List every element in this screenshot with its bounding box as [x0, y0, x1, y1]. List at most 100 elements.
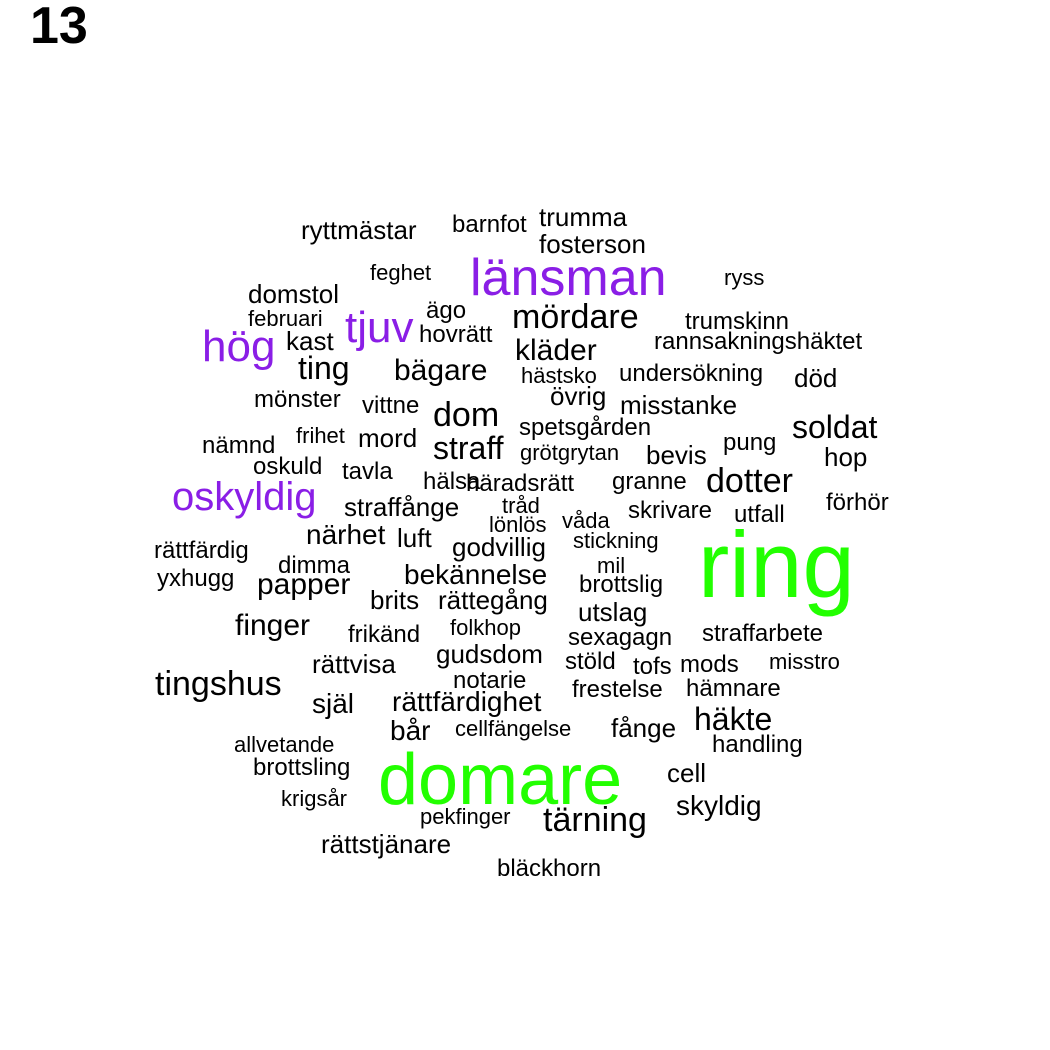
- word-cloud-word: handling: [712, 731, 803, 758]
- word-cloud-word: hög: [202, 322, 276, 371]
- word-cloud-word: misstro: [769, 649, 840, 674]
- word-cloud-word: tärning: [543, 801, 647, 839]
- word-cloud-word: hälsa: [423, 468, 481, 495]
- word-cloud-word: krigsår: [281, 786, 348, 811]
- word-cloud-word: förhör: [826, 489, 889, 516]
- word-cloud-word: papper: [257, 568, 351, 601]
- word-cloud-word: luft: [397, 523, 432, 553]
- word-cloud-word: rättegång: [438, 585, 548, 615]
- word-cloud-word: kläder: [515, 334, 597, 367]
- word-cloud-word: dom: [433, 396, 500, 434]
- word-cloud-word: stickning: [573, 528, 659, 553]
- word-cloud-word: tofs: [633, 653, 672, 680]
- word-cloud-word: cellfängelse: [455, 716, 572, 741]
- word-cloud-word: pekfinger: [420, 804, 511, 829]
- word-cloud-word: hovrätt: [419, 321, 493, 348]
- word-cloud-word: allvetande: [234, 732, 335, 757]
- word-cloud-word: övrig: [550, 381, 607, 411]
- word-cloud-word: yxhugg: [157, 565, 235, 592]
- word-cloud-word: skrivare: [628, 497, 713, 524]
- word-cloud-word: ring: [698, 512, 855, 617]
- word-cloud-word: tråd: [502, 493, 540, 518]
- word-cloud-word: bevis: [646, 440, 707, 470]
- word-cloud-word: brits: [370, 585, 420, 615]
- word-cloud-word: trumskinn: [685, 308, 790, 335]
- word-cloud-word: domare: [378, 740, 623, 820]
- word-cloud-word: mönster: [254, 386, 341, 413]
- word-cloud-word: stöld: [565, 648, 616, 675]
- word-cloud-word: godvillig: [452, 532, 546, 562]
- word-cloud-word: rättstjänare: [321, 829, 452, 859]
- word-cloud-word: lönlös: [489, 512, 547, 537]
- word-cloud-word: trumma: [539, 202, 628, 232]
- word-cloud-word: fosterson: [539, 229, 646, 259]
- word-cloud-word: straff: [433, 430, 504, 466]
- word-cloud-word: gudsdom: [436, 639, 543, 669]
- word-cloud-word: närhet: [306, 519, 386, 550]
- word-cloud-word: häradsrätt: [466, 470, 575, 497]
- word-cloud-word: ting: [298, 350, 350, 386]
- word-cloud-word: bår: [390, 715, 431, 746]
- word-cloud-word: mods: [680, 651, 739, 678]
- word-cloud-word: spetsgården: [519, 414, 652, 441]
- word-cloud-word: mil: [597, 553, 626, 578]
- word-cloud-word: utfall: [734, 501, 785, 528]
- word-cloud-word: folkhop: [450, 615, 521, 640]
- word-cloud-word: länsman: [470, 249, 667, 307]
- word-cloud-word: frestelse: [572, 676, 663, 703]
- word-cloud-word: själ: [312, 688, 355, 719]
- word-cloud-word: utslag: [578, 597, 648, 627]
- word-cloud-word: mord: [358, 423, 418, 453]
- word-cloud-word: domstol: [248, 279, 340, 309]
- word-cloud-word: dimma: [278, 552, 351, 579]
- word-cloud-word: undersökning: [619, 360, 764, 387]
- word-cloud-word: tjuv: [345, 303, 414, 352]
- word-cloud-word: frikänd: [348, 621, 421, 648]
- word-cloud-word: granne: [612, 468, 687, 495]
- word-cloud-word: rättvisa: [312, 649, 396, 679]
- word-cloud-word: skyldig: [676, 790, 762, 821]
- panel-label: 13: [30, 0, 88, 55]
- word-cloud-word: sexagagn: [568, 624, 673, 651]
- word-cloud-word: februari: [248, 306, 323, 331]
- word-cloud-word: tingshus: [155, 665, 282, 703]
- word-cloud-word: cell: [667, 758, 707, 788]
- word-cloud-word: straffånge: [344, 492, 460, 522]
- word-cloud-word: brottsling: [253, 754, 351, 781]
- word-cloud-word: bägare: [394, 354, 488, 387]
- word-cloud-word: kast: [286, 326, 334, 356]
- word-cloud-word: finger: [235, 609, 311, 642]
- word-cloud-word: vittne: [362, 392, 420, 419]
- word-cloud-word: mördare: [512, 298, 639, 336]
- word-cloud-word: tavla: [342, 458, 393, 485]
- word-cloud-word: straffarbete: [702, 620, 823, 647]
- word-cloud-word: våda: [562, 508, 610, 533]
- word-cloud-word: rättfärdig: [154, 537, 249, 564]
- word-cloud-word: bläckhorn: [497, 855, 602, 882]
- word-cloud-word: brottslig: [579, 571, 664, 598]
- word-cloud-word: häkte: [694, 701, 773, 737]
- word-cloud-word: rannsakningshäktet: [654, 328, 863, 355]
- word-cloud-word: rättfärdighet: [392, 686, 542, 717]
- word-cloud-word: feghet: [370, 260, 432, 285]
- word-cloud-word: dotter: [706, 462, 793, 500]
- word-cloud-word: ägo: [426, 297, 467, 324]
- word-cloud-word: ryttmästar: [301, 215, 417, 245]
- word-cloud-word: frihet: [296, 423, 345, 448]
- word-cloud-word: bekännelse: [404, 559, 548, 590]
- word-cloud-word: soldat: [792, 409, 878, 445]
- word-cloud-word: hämnare: [686, 675, 781, 702]
- word-cloud-word: pung: [723, 429, 777, 456]
- word-cloud-word: grötgrytan: [520, 440, 620, 465]
- word-cloud-word: misstanke: [620, 390, 738, 420]
- word-cloud-word: död: [794, 363, 838, 393]
- word-cloud-word: oskyldig: [172, 475, 317, 519]
- word-cloud-word: nämnd: [202, 432, 276, 459]
- word-cloud-word: ryss: [724, 265, 765, 290]
- word-cloud-word: barnfot: [452, 211, 527, 238]
- word-cloud-word: hästsko: [521, 363, 597, 388]
- word-cloud-word: oskuld: [253, 453, 323, 480]
- word-cloud-word: hop: [824, 442, 868, 472]
- word-cloud-word: notarie: [453, 667, 527, 694]
